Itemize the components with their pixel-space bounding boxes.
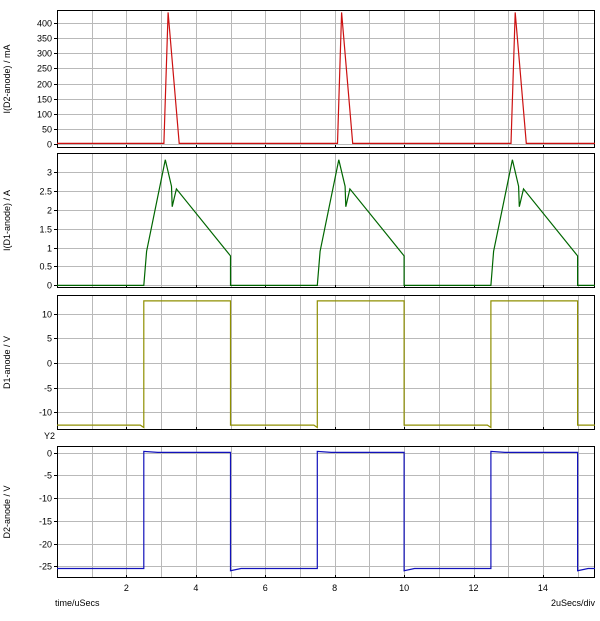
svg-text:8: 8 — [332, 583, 337, 593]
svg-text:-15: -15 — [39, 517, 52, 527]
svg-text:150: 150 — [37, 95, 52, 105]
svg-text:1.5: 1.5 — [39, 225, 52, 235]
svg-text:0: 0 — [47, 140, 52, 150]
svg-text:I(D2-anode) / mA: I(D2-anode) / mA — [2, 44, 12, 113]
svg-text:-5: -5 — [44, 471, 52, 481]
svg-text:10: 10 — [42, 310, 52, 320]
svg-text:4: 4 — [193, 583, 198, 593]
svg-text:3: 3 — [47, 168, 52, 178]
svg-text:-10: -10 — [39, 494, 52, 504]
svg-text:D1-anode / V: D1-anode / V — [2, 336, 12, 389]
svg-text:6: 6 — [263, 583, 268, 593]
svg-text:-10: -10 — [39, 408, 52, 418]
svg-text:-20: -20 — [39, 540, 52, 550]
svg-text:12: 12 — [469, 583, 479, 593]
svg-text:300: 300 — [37, 49, 52, 59]
plot-d2-anode-voltage: -25 -20 -15 -10 -5 0 D2-anode / V — [2, 446, 595, 578]
svg-text:2.5: 2.5 — [39, 187, 52, 197]
svg-text:0: 0 — [47, 281, 52, 291]
x-axis-tick-labels: 2 4 6 8 10 12 14 — [124, 583, 548, 593]
svg-text:2: 2 — [124, 583, 129, 593]
x-axis-scale-label: 2uSecs/div — [550, 598, 595, 608]
svg-text:1: 1 — [47, 244, 52, 254]
y2-axis-marker: Y2 — [44, 431, 56, 441]
svg-text:100: 100 — [37, 110, 52, 120]
plot-d1-anode-current: 0 0.5 1 1.5 2 2.5 3 I(D1-anode) / A — [2, 153, 595, 291]
svg-text:400: 400 — [37, 19, 52, 29]
svg-text:10: 10 — [399, 583, 409, 593]
svg-text:0.5: 0.5 — [39, 262, 52, 272]
svg-text:-5: -5 — [44, 384, 52, 394]
svg-text:50: 50 — [42, 125, 52, 135]
svg-text:I(D1-anode) / A: I(D1-anode) / A — [2, 190, 12, 251]
svg-text:0: 0 — [47, 449, 52, 459]
svg-text:200: 200 — [37, 80, 52, 90]
plot-d2-anode-current: 0 50 100 150 200 250 300 350 400 I(D2-anode) / mA — [2, 10, 595, 150]
svg-text:D2-anode / V: D2-anode / V — [2, 485, 12, 538]
svg-text:5: 5 — [47, 334, 52, 344]
x-axis-unit-label: time/uSecs — [55, 598, 100, 608]
svg-text:350: 350 — [37, 34, 52, 44]
plot-d1-anode-voltage: -10 -5 0 5 10 D1-anode / V — [2, 295, 595, 430]
svg-text:14: 14 — [538, 583, 548, 593]
svg-text:2: 2 — [47, 206, 52, 216]
svg-text:250: 250 — [37, 64, 52, 74]
svg-text:0: 0 — [47, 359, 52, 369]
svg-text:-25: -25 — [39, 562, 52, 572]
